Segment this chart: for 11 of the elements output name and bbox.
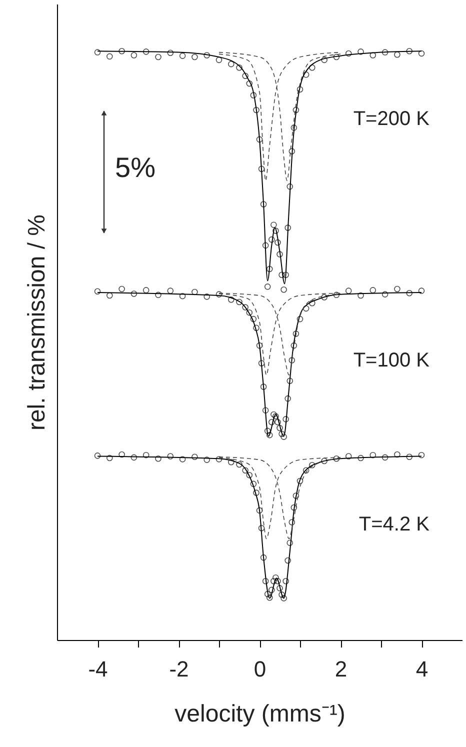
x-tick-label: 4	[416, 656, 428, 682]
x-axis-title: velocity (mms⁻¹)	[174, 700, 346, 728]
text: T=100 K	[353, 350, 430, 372]
y-axis-title: rel. transmission / %	[24, 214, 50, 431]
text: T=4.2 K	[358, 513, 430, 536]
x-tick-label: 0	[254, 656, 266, 682]
x-tick-label: -2	[169, 656, 189, 682]
text: T=200 K	[353, 108, 430, 130]
annotation: 5%	[115, 152, 156, 183]
x-tick-label: 2	[334, 656, 348, 682]
x-tick-label: -4	[88, 656, 108, 682]
